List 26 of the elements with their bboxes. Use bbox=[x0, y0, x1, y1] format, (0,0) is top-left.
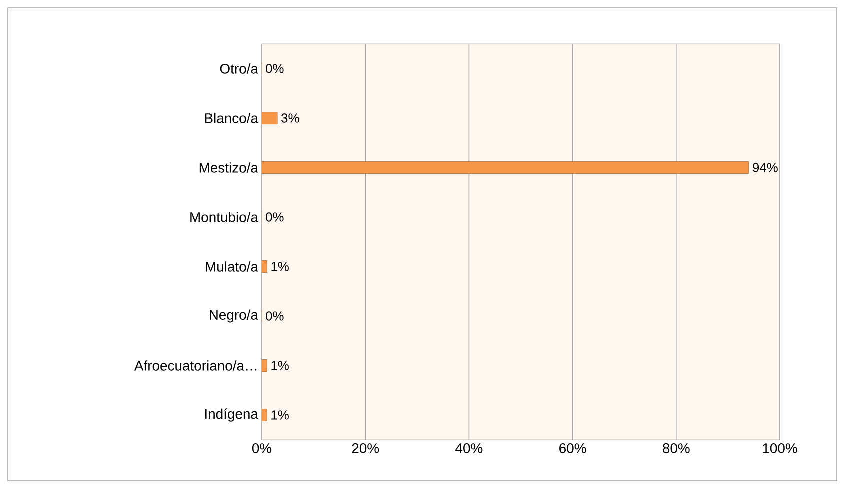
data-label: 94% bbox=[753, 163, 778, 172]
y-tick-label: Blanco/a bbox=[205, 113, 258, 124]
x-tick-label: 0% bbox=[252, 444, 272, 454]
bar bbox=[262, 360, 268, 372]
data-label: 1% bbox=[272, 361, 289, 370]
bar bbox=[262, 260, 268, 273]
y-tick-label: Montubio/a bbox=[190, 212, 258, 222]
x-tick-label: 100% bbox=[763, 444, 798, 454]
y-tick-label: Otro/a bbox=[220, 64, 258, 74]
y-tick-label: Mestizo/a bbox=[200, 162, 258, 173]
y-tick-label: Indígena bbox=[205, 408, 258, 422]
data-label: 3% bbox=[282, 114, 300, 123]
data-label: 0% bbox=[266, 64, 284, 74]
bar bbox=[262, 112, 278, 124]
x-tick-label: 60% bbox=[560, 444, 586, 454]
data-label: 0% bbox=[266, 312, 284, 321]
data-label: 1% bbox=[272, 410, 289, 420]
data-label: 1% bbox=[272, 262, 289, 272]
x-tick-label: 20% bbox=[352, 444, 380, 454]
y-tick-label: Mulato/a bbox=[206, 262, 258, 272]
x-tick-label: 40% bbox=[456, 444, 483, 454]
y-tick-label: Afroecuatoriano/a… bbox=[134, 360, 257, 371]
y-tick-label: Negro/a bbox=[210, 310, 258, 323]
bar bbox=[262, 409, 268, 422]
x-tick-label: 80% bbox=[663, 444, 690, 454]
data-label: 0% bbox=[266, 212, 284, 222]
